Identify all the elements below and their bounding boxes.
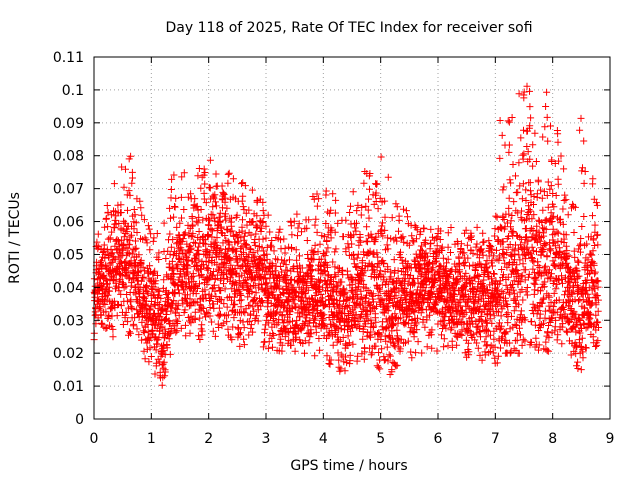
chart-title: Day 118 of 2025, Rate Of TEC Index for r… bbox=[165, 20, 532, 36]
y-tick-label: 0.05 bbox=[53, 247, 84, 263]
y-tick-label: 0 bbox=[75, 412, 84, 428]
x-tick-label: 1 bbox=[147, 431, 156, 447]
x-tick-label: 0 bbox=[90, 431, 99, 447]
y-tick-label: 0.06 bbox=[53, 215, 84, 231]
x-tick-label: 5 bbox=[376, 431, 385, 447]
x-tick-label: 4 bbox=[319, 431, 328, 447]
y-tick-label: 0.07 bbox=[53, 182, 84, 198]
y-axis-label: ROTI / TECUs bbox=[7, 192, 23, 284]
x-tick-label: 8 bbox=[548, 431, 557, 447]
y-tick-label: 0.08 bbox=[53, 149, 84, 165]
x-tick-labels: 0 1 2 3 4 5 6 7 8 9 bbox=[90, 431, 615, 447]
tick-marks-layer bbox=[93, 56, 611, 420]
roti-point-markers bbox=[90, 82, 602, 389]
y-tick-label: 0.02 bbox=[53, 346, 84, 362]
y-tick-labels: 0 0.01 0.02 0.03 0.04 0.05 0.06 0.07 0.08 0.09 0.1… bbox=[53, 50, 84, 428]
y-tick-label: 0.01 bbox=[53, 379, 84, 395]
x-axis-label: GPS time / hours bbox=[290, 458, 407, 474]
x-tick-label: 9 bbox=[606, 431, 615, 447]
y-tick-label: 0.04 bbox=[53, 280, 84, 296]
plot-frame bbox=[93, 56, 611, 420]
x-tick-label: 6 bbox=[434, 431, 443, 447]
data-points-layer bbox=[90, 82, 602, 389]
x-tick-label: 2 bbox=[204, 431, 213, 447]
y-tick-label: 0.09 bbox=[53, 116, 84, 132]
x-tick-label: 7 bbox=[491, 431, 500, 447]
x-tick-label: 3 bbox=[262, 431, 271, 447]
y-tick-label: 0.03 bbox=[53, 313, 84, 329]
y-tick-label: 0.11 bbox=[53, 50, 84, 66]
y-tick-label: 0.1 bbox=[62, 83, 84, 99]
